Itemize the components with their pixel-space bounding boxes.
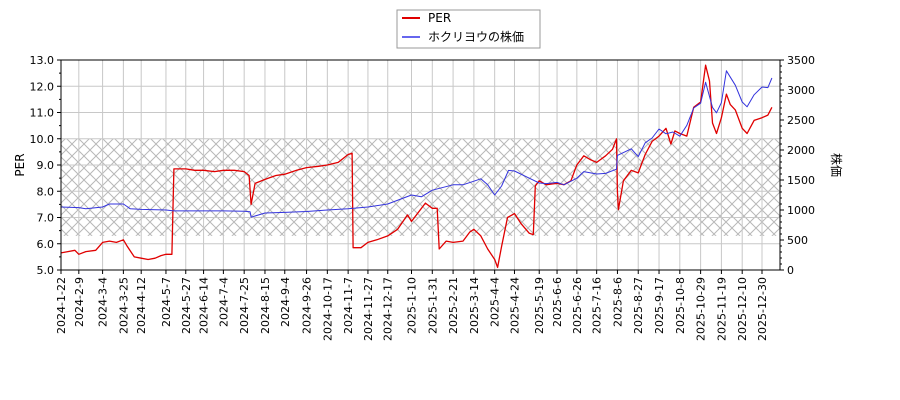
legend-price-label: ホクリヨウの株価	[428, 29, 524, 44]
series-lines	[60, 64, 773, 269]
y-tick-label: 7.0	[37, 212, 55, 225]
x-tick-label: 2025-12-10	[736, 277, 749, 341]
y-right-tick-label: 1000	[787, 204, 815, 217]
y-tick-label: 9.0	[37, 159, 55, 172]
legend-box	[396, 9, 541, 49]
x-tick-label: 2024-10-17	[321, 277, 334, 341]
y-right-tick-label: 3000	[787, 84, 815, 97]
legend: PER ホクリヨウの株価	[396, 9, 541, 49]
x-tick-label: 2024-4-12	[135, 277, 148, 334]
y-right-tick-label: 2500	[787, 114, 815, 127]
x-tick-label: 2024-1-22	[55, 277, 68, 334]
axes: 5.0 6.0 7.0 8.0 9.0 10.0 11.0 12.0 13.0 0 500 1000 1…	[13, 54, 844, 341]
y-tick-label: 6.0	[37, 238, 55, 251]
x-tick-label: 2025-8-27	[632, 277, 645, 334]
y-right-tick-label: 3500	[787, 54, 815, 67]
x-tick-label: 2024-3-4	[97, 277, 110, 327]
y-tick-label: 11.0	[30, 107, 55, 120]
x-tick-label: 2025-9-17	[653, 277, 666, 334]
x-tick-label: 2025-7-16	[591, 277, 604, 334]
x-tick-label: 2024-11-7	[342, 277, 355, 334]
x-tick-label: 2024-7-4	[217, 277, 230, 327]
x-tick-label: 2025-10-29	[695, 277, 708, 341]
x-tick-label: 2025-8-6	[611, 277, 624, 327]
x-tick-label: 2024-9-4	[279, 277, 292, 327]
x-tick-label: 2025-11-19	[715, 277, 728, 341]
y-right-axis-title: 株価	[829, 153, 844, 177]
x-tick-label: 2024-8-15	[259, 277, 272, 334]
x-tick-label: 2025-4-24	[508, 277, 521, 334]
x-tick-label: 2024-6-14	[198, 277, 211, 334]
shaded-band	[61, 138, 780, 236]
x-tick-label: 2024-7-25	[238, 277, 251, 334]
y-right-tick-label: 500	[787, 234, 808, 247]
x-tick-label: 2025-1-10	[406, 277, 419, 334]
x-tick-label: 2024-11-27	[362, 277, 375, 341]
x-tick-label: 2025-1-31	[426, 277, 439, 334]
y-right-tick-label: 2000	[787, 144, 815, 157]
y-right-tick-label: 1500	[787, 174, 815, 187]
x-tick-label: 2025-10-8	[674, 277, 687, 334]
x-tick-label: 2024-12-17	[382, 277, 395, 341]
y-tick-label: 10.0	[30, 133, 55, 146]
x-tick-label: 2024-2-9	[73, 277, 86, 327]
x-tick-label: 2025-5-19	[533, 277, 546, 334]
per-line	[60, 64, 773, 269]
x-tick-label: 2025-4-4	[489, 277, 502, 327]
x-tick-label: 2024-5-7	[160, 277, 173, 327]
x-tick-label: 2024-9-26	[301, 277, 314, 334]
x-tick-label: 2024-5-27	[180, 277, 193, 334]
crosshatch-band	[61, 138, 780, 236]
x-tick-label: 2024-3-25	[117, 277, 130, 334]
x-tick-label: 2025-3-14	[468, 277, 481, 334]
y-axis-title: PER	[13, 153, 27, 176]
x-tick-label: 2025-12-30	[756, 277, 769, 341]
y-tick-label: 12.0	[30, 80, 55, 93]
x-tick-label: 2025-6-6	[551, 277, 564, 327]
y-tick-label: 5.0	[37, 264, 55, 277]
x-tick-label: 2025-6-26	[571, 277, 584, 334]
y-tick-label: 13.0	[30, 54, 55, 67]
legend-per-label: PER	[428, 11, 451, 25]
x-tick-label: 2025-2-21	[447, 277, 460, 334]
y-tick-label: 8.0	[37, 185, 55, 198]
grid-lines	[60, 59, 780, 271]
stock-price-line	[60, 70, 773, 218]
y-right-tick-label: 0	[787, 264, 794, 277]
